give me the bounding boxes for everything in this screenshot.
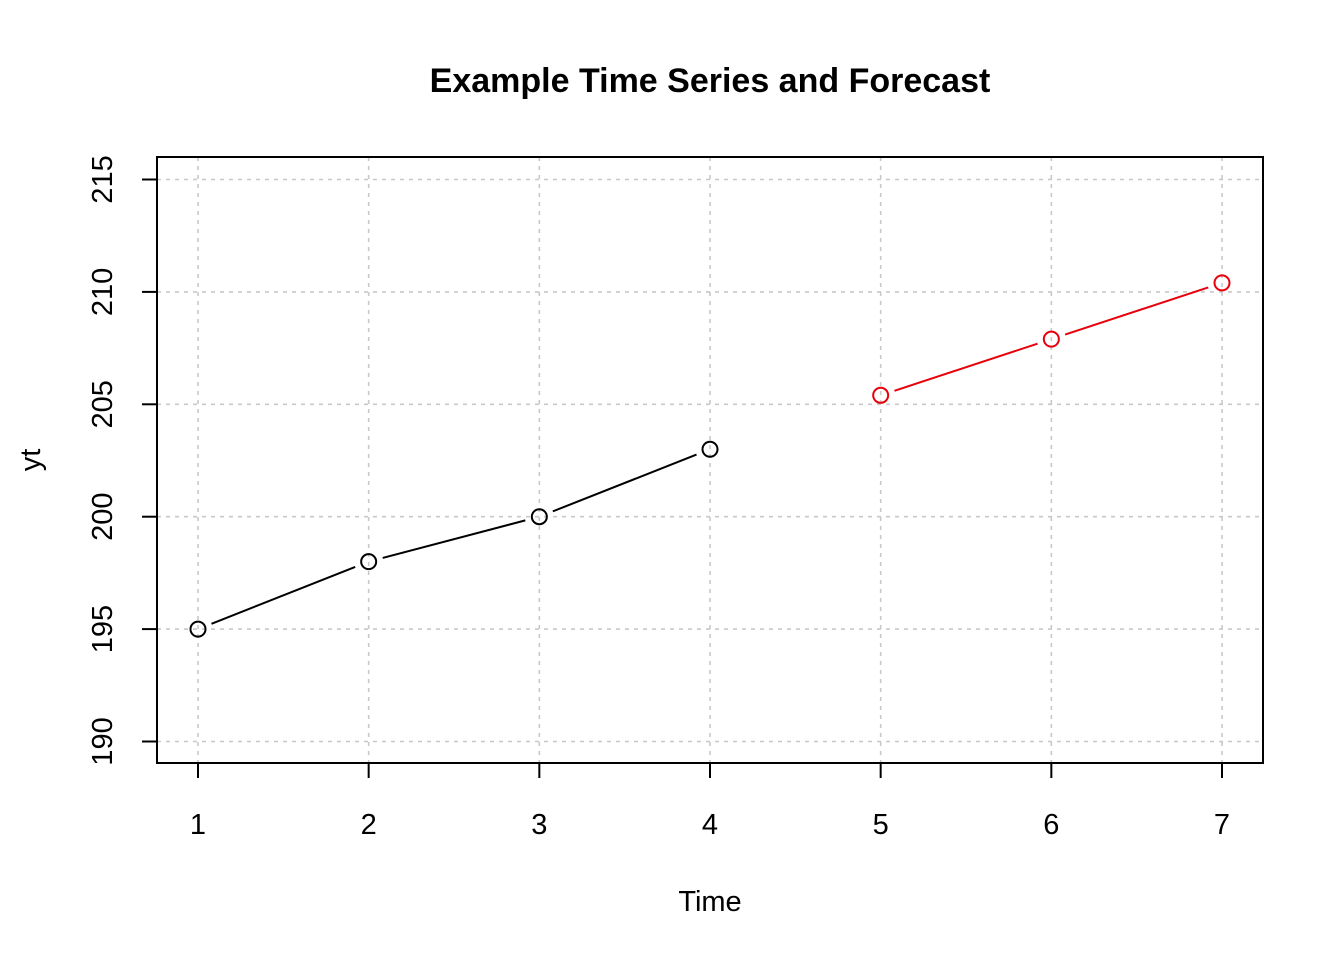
series-2-segment [1064,286,1209,336]
x-tick-label: 5 [873,809,889,841]
x-tick-label: 2 [361,809,377,841]
series-1 [189,440,719,638]
x-tick-label: 6 [1043,809,1059,841]
y-axis-label: yt [15,449,47,472]
y-axis: 190 195 200 205 210 215 [87,155,157,766]
x-axis-label: Time [678,886,741,918]
grid [157,157,1263,763]
y-tick-label: 215 [87,155,119,203]
series-2-point [1042,330,1060,348]
x-tick-label: 7 [1214,809,1230,841]
x-tick-label: 1 [190,809,206,841]
series-1-segment [211,566,356,625]
series-1-point [189,620,207,638]
x-axis: 1 2 3 4 5 6 7 [190,763,1230,841]
x-tick-label: 3 [531,809,547,841]
series-1-point [360,553,378,571]
chart-title: Example Time Series and Forecast [430,62,991,100]
y-tick-label: 195 [87,605,119,653]
series-1-segment [552,453,697,513]
y-tick-label: 190 [87,717,119,765]
series-1-point [701,440,719,458]
series-1-point [530,508,548,526]
series-2-point [1213,274,1231,292]
series-2-segment [894,342,1038,392]
y-tick-label: 200 [87,493,119,541]
x-tick-label: 4 [702,809,718,841]
series-layer [189,274,1231,638]
y-tick-label: 205 [87,380,119,428]
series-2-point [872,386,890,404]
series-1-segment [382,519,526,559]
y-tick-label: 210 [87,268,119,316]
series-2 [872,274,1231,404]
